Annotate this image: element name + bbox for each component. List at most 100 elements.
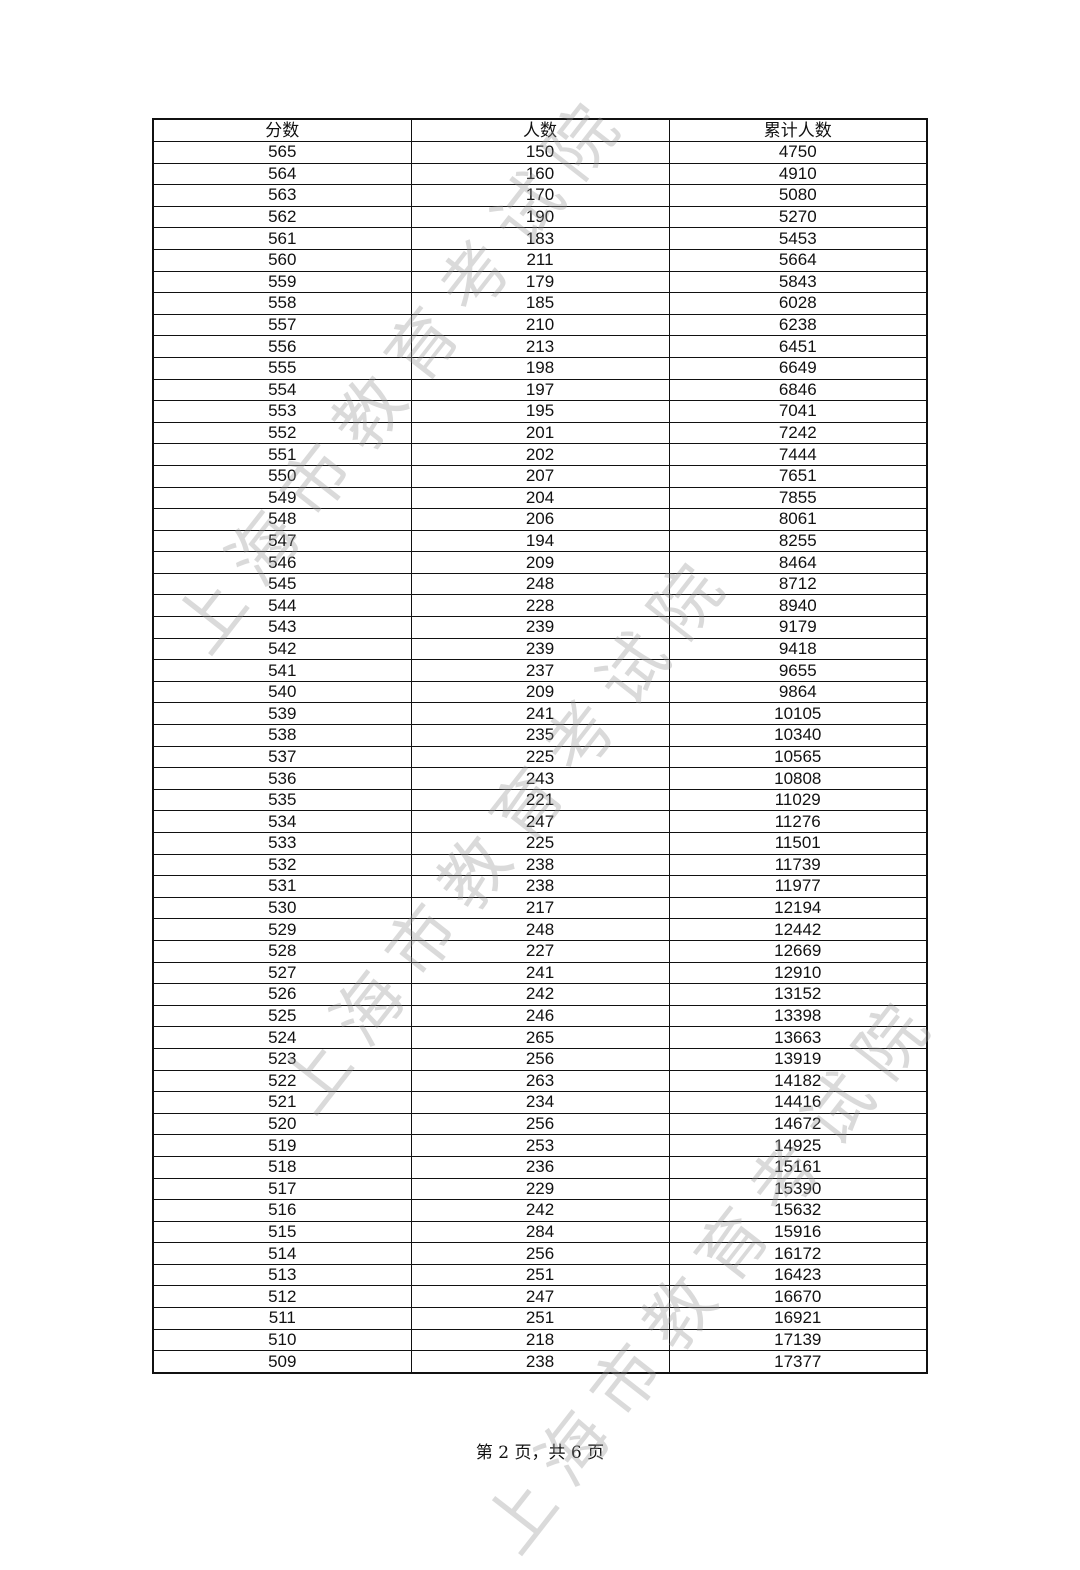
cell-score: 542 bbox=[152, 637, 412, 661]
cell-score: 538 bbox=[152, 724, 412, 747]
cell-count: 201 bbox=[410, 421, 670, 445]
cell-count: 150 bbox=[410, 141, 670, 164]
table-row: 535 221 11029 bbox=[152, 788, 928, 812]
cell-count: 256 bbox=[410, 1112, 670, 1136]
cell-cumulative: 16921 bbox=[668, 1307, 928, 1330]
cell-count: 236 bbox=[410, 1155, 670, 1179]
cell-cumulative: 8061 bbox=[668, 508, 928, 531]
cell-cumulative: 12194 bbox=[668, 896, 928, 920]
cell-count: 228 bbox=[410, 594, 670, 618]
table-row: 510 218 17139 bbox=[152, 1328, 928, 1352]
cell-count: 263 bbox=[410, 1069, 670, 1093]
cell-cumulative: 5270 bbox=[668, 205, 928, 229]
cell-cumulative: 16423 bbox=[668, 1263, 928, 1287]
cell-cumulative: 12442 bbox=[668, 918, 928, 941]
table-row: 562 190 5270 bbox=[152, 205, 928, 229]
cell-cumulative: 4910 bbox=[668, 162, 928, 186]
table-row: 524 265 13663 bbox=[152, 1026, 928, 1049]
table-row: 533 225 11501 bbox=[152, 832, 928, 855]
cell-cumulative: 16172 bbox=[668, 1242, 928, 1265]
header-cumulative: 累计人数 bbox=[668, 118, 928, 142]
table-row: 525 246 13398 bbox=[152, 1004, 928, 1028]
cell-count: 202 bbox=[410, 443, 670, 466]
cell-count: 170 bbox=[410, 184, 670, 207]
cell-score: 540 bbox=[152, 680, 412, 704]
table-row: 543 239 9179 bbox=[152, 616, 928, 639]
cell-cumulative: 9418 bbox=[668, 637, 928, 661]
table-row: 512 247 16670 bbox=[152, 1285, 928, 1309]
cell-count: 248 bbox=[410, 918, 670, 941]
cell-cumulative: 5453 bbox=[668, 227, 928, 250]
table-row: 547 194 8255 bbox=[152, 529, 928, 553]
cell-score: 537 bbox=[152, 745, 412, 769]
cell-score: 543 bbox=[152, 616, 412, 639]
table-row: 526 242 13152 bbox=[152, 983, 928, 1006]
table-row: 513 251 16423 bbox=[152, 1263, 928, 1287]
cell-count: 234 bbox=[410, 1091, 670, 1114]
cell-score: 536 bbox=[152, 767, 412, 790]
cell-count: 237 bbox=[410, 659, 670, 682]
cell-cumulative: 8940 bbox=[668, 594, 928, 618]
cell-score: 516 bbox=[152, 1199, 412, 1222]
table-row: 521 234 14416 bbox=[152, 1091, 928, 1114]
table-row: 551 202 7444 bbox=[152, 443, 928, 466]
cell-cumulative: 17139 bbox=[668, 1328, 928, 1352]
cell-count: 265 bbox=[410, 1026, 670, 1049]
cell-cumulative: 7855 bbox=[668, 486, 928, 510]
table-row: 511 251 16921 bbox=[152, 1307, 928, 1330]
table-row: 556 213 6451 bbox=[152, 335, 928, 358]
cell-count: 238 bbox=[410, 875, 670, 898]
cell-score: 523 bbox=[152, 1047, 412, 1071]
cell-cumulative: 11977 bbox=[668, 875, 928, 898]
table-row: 538 235 10340 bbox=[152, 724, 928, 747]
table-row: 555 198 6649 bbox=[152, 356, 928, 380]
cell-count: 238 bbox=[410, 853, 670, 877]
cell-score: 539 bbox=[152, 702, 412, 726]
cell-cumulative: 16670 bbox=[668, 1285, 928, 1309]
cell-score: 514 bbox=[152, 1242, 412, 1265]
cell-count: 217 bbox=[410, 896, 670, 920]
cell-cumulative: 12910 bbox=[668, 961, 928, 985]
cell-score: 531 bbox=[152, 875, 412, 898]
cell-score: 541 bbox=[152, 659, 412, 682]
cell-score: 525 bbox=[152, 1004, 412, 1028]
cell-score: 519 bbox=[152, 1134, 412, 1157]
cell-cumulative: 14925 bbox=[668, 1134, 928, 1157]
table-row: 518 236 15161 bbox=[152, 1155, 928, 1179]
table-row: 564 160 4910 bbox=[152, 162, 928, 186]
cell-score: 546 bbox=[152, 551, 412, 574]
cell-cumulative: 10105 bbox=[668, 702, 928, 726]
cell-cumulative: 13663 bbox=[668, 1026, 928, 1049]
cell-score: 560 bbox=[152, 248, 412, 272]
cell-count: 248 bbox=[410, 572, 670, 596]
cell-score: 549 bbox=[152, 486, 412, 510]
cell-cumulative: 15916 bbox=[668, 1220, 928, 1244]
cell-cumulative: 11739 bbox=[668, 853, 928, 877]
cell-count: 243 bbox=[410, 767, 670, 790]
cell-count: 179 bbox=[410, 270, 670, 294]
cell-score: 555 bbox=[152, 356, 412, 380]
cell-count: 227 bbox=[410, 939, 670, 963]
cell-score: 562 bbox=[152, 205, 412, 229]
cell-count: 241 bbox=[410, 702, 670, 726]
cell-cumulative: 9655 bbox=[668, 659, 928, 682]
cell-cumulative: 6451 bbox=[668, 335, 928, 358]
cell-count: 183 bbox=[410, 227, 670, 250]
table-row: 548 206 8061 bbox=[152, 508, 928, 531]
cell-score: 557 bbox=[152, 313, 412, 337]
cell-count: 190 bbox=[410, 205, 670, 229]
cell-score: 530 bbox=[152, 896, 412, 920]
table-row: 559 179 5843 bbox=[152, 270, 928, 294]
table-row: 536 243 10808 bbox=[152, 767, 928, 790]
cell-score: 552 bbox=[152, 421, 412, 445]
cell-cumulative: 8464 bbox=[668, 551, 928, 574]
cell-cumulative: 9864 bbox=[668, 680, 928, 704]
table-row: 517 229 15390 bbox=[152, 1177, 928, 1201]
table-row: 565 150 4750 bbox=[152, 141, 928, 164]
cell-count: 194 bbox=[410, 529, 670, 553]
cell-score: 511 bbox=[152, 1307, 412, 1330]
table-row: 522 263 14182 bbox=[152, 1069, 928, 1093]
cell-score: 553 bbox=[152, 400, 412, 423]
cell-cumulative: 7444 bbox=[668, 443, 928, 466]
cell-count: 209 bbox=[410, 680, 670, 704]
